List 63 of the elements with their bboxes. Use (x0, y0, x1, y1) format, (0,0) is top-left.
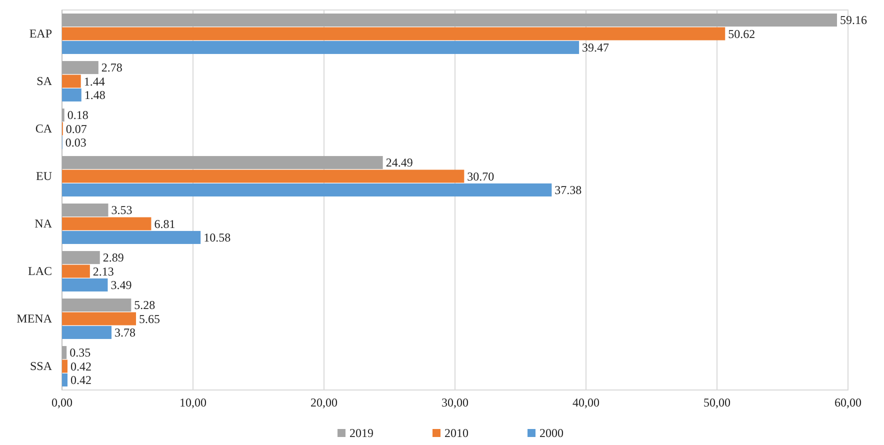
bar (62, 156, 383, 170)
data-label: 59.16 (840, 13, 867, 28)
data-label: 2.89 (102, 250, 124, 265)
bar (62, 298, 132, 312)
x-tick-label: 40,00 (572, 396, 600, 410)
x-tick-label: 10,00 (180, 396, 206, 410)
bar (62, 183, 552, 196)
y-tick-label: SSA (30, 359, 52, 374)
data-label: 24.49 (386, 156, 413, 170)
y-tick-label: EAP (29, 26, 52, 41)
data-label: 5.65 (139, 312, 160, 326)
data-label: 3.49 (110, 278, 132, 292)
data-label: 37.38 (554, 183, 582, 198)
data-label: 0.35 (70, 346, 91, 360)
bar (62, 170, 464, 183)
data-label: 0.18 (67, 108, 88, 122)
bar (62, 312, 136, 326)
bar (62, 14, 837, 27)
data-label: 2.78 (101, 60, 122, 75)
bar (62, 373, 68, 386)
bar (62, 204, 108, 217)
data-label: 0.07 (66, 122, 87, 136)
data-label: 39.47 (582, 40, 610, 55)
x-tick-label: 60,00 (834, 396, 862, 410)
data-label: 2.13 (92, 264, 114, 278)
data-label: 1.44 (84, 74, 105, 88)
x-tick-label: 30,00 (442, 396, 468, 410)
bar (62, 264, 90, 278)
y-tick-label: CA (35, 122, 52, 136)
data-label: 6.81 (154, 216, 176, 231)
bar (62, 360, 68, 373)
bar (62, 40, 580, 54)
data-label: 10.58 (204, 230, 231, 245)
data-label: 3.53 (111, 203, 132, 218)
data-label: 30.70 (467, 169, 494, 184)
bar (62, 346, 67, 360)
data-label: 3.78 (114, 326, 136, 340)
data-label: 0.42 (70, 359, 92, 374)
x-tick-label: 20,00 (310, 396, 338, 410)
data-label: 0.42 (70, 373, 92, 388)
bar (62, 230, 201, 244)
x-tick-label: 0,00 (52, 396, 72, 410)
legend-label: 2019 (350, 426, 374, 440)
bar (62, 27, 726, 40)
y-tick-label: SA (36, 74, 52, 88)
x-tick-label: 50,00 (704, 396, 730, 410)
data-label: 0.03 (65, 136, 86, 150)
bar (62, 88, 82, 102)
data-label: 1.48 (84, 88, 106, 102)
data-label: 5.28 (134, 298, 156, 312)
bar (62, 217, 152, 230)
data-label: 50.62 (728, 26, 756, 41)
bar (62, 61, 98, 74)
bar (62, 278, 108, 292)
bar (62, 326, 112, 339)
y-tick-label: EU (36, 169, 52, 184)
legend-label: 2010 (444, 426, 468, 440)
bar (62, 74, 81, 88)
y-tick-label: LAC (28, 264, 52, 278)
y-tick-label: NA (34, 216, 52, 231)
legend-label: 2000 (540, 426, 564, 440)
bar (62, 251, 100, 264)
y-tick-label: MENA (16, 312, 52, 326)
